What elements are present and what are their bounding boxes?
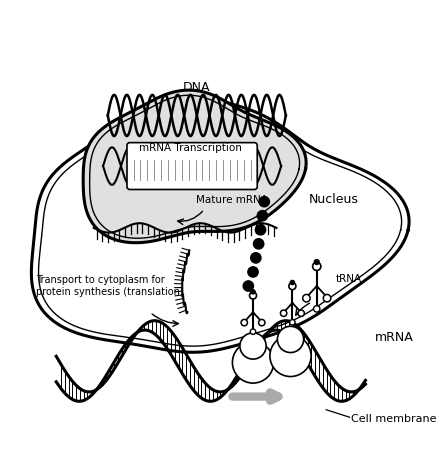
Circle shape — [250, 329, 256, 334]
Circle shape — [313, 262, 321, 270]
Circle shape — [240, 333, 266, 359]
Circle shape — [270, 335, 311, 376]
Circle shape — [277, 326, 304, 352]
Circle shape — [314, 260, 319, 265]
Circle shape — [255, 225, 266, 235]
Circle shape — [280, 310, 287, 316]
Circle shape — [254, 239, 264, 249]
Circle shape — [257, 211, 267, 221]
Circle shape — [233, 342, 274, 383]
Circle shape — [290, 280, 294, 284]
Circle shape — [314, 306, 320, 312]
Text: Transport to cytoplasm for
protein synthesis (translation): Transport to cytoplasm for protein synth… — [35, 275, 183, 297]
Text: mRNA: mRNA — [375, 331, 414, 344]
Circle shape — [251, 253, 261, 263]
Polygon shape — [31, 97, 409, 352]
Text: DNA: DNA — [183, 81, 211, 94]
Circle shape — [323, 294, 331, 302]
Polygon shape — [83, 90, 306, 243]
Circle shape — [290, 320, 295, 325]
Circle shape — [241, 319, 247, 326]
Circle shape — [250, 292, 257, 299]
Circle shape — [259, 197, 269, 207]
Circle shape — [258, 319, 265, 326]
Circle shape — [251, 290, 255, 294]
Circle shape — [248, 267, 258, 277]
Text: Mature mRNA: Mature mRNA — [197, 195, 268, 205]
Circle shape — [243, 281, 254, 291]
FancyBboxPatch shape — [127, 143, 257, 189]
Circle shape — [298, 310, 304, 316]
Circle shape — [289, 283, 296, 289]
Circle shape — [303, 294, 310, 302]
Text: mRNA Transcription: mRNA Transcription — [139, 143, 241, 153]
Text: Cell membrane: Cell membrane — [351, 414, 437, 424]
Text: Nucleus: Nucleus — [309, 193, 359, 206]
Text: tRNA: tRNA — [336, 274, 362, 284]
